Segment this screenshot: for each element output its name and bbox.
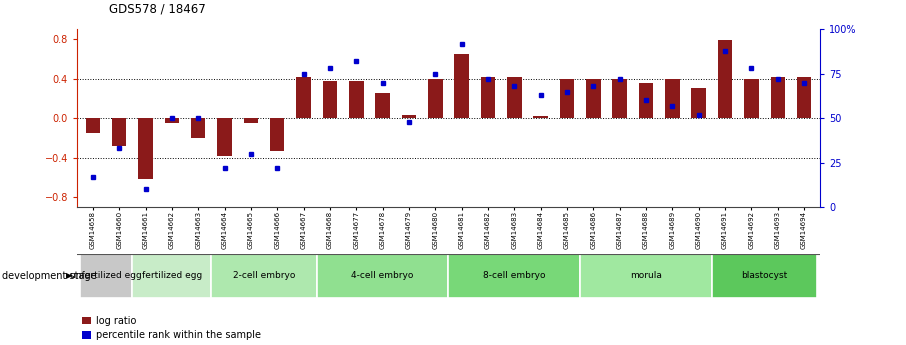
Bar xyxy=(82,317,91,324)
Bar xyxy=(191,118,206,138)
Text: 2-cell embryo: 2-cell embryo xyxy=(233,272,295,280)
Bar xyxy=(560,79,574,118)
Text: ▶: ▶ xyxy=(66,272,72,280)
Bar xyxy=(534,116,548,118)
Bar xyxy=(448,255,580,297)
Bar xyxy=(296,77,311,118)
Bar xyxy=(665,79,680,118)
Text: morula: morula xyxy=(630,272,662,280)
Bar xyxy=(317,255,448,297)
Bar xyxy=(797,77,812,118)
Bar xyxy=(85,118,100,133)
Bar xyxy=(244,118,258,123)
Bar xyxy=(712,255,817,297)
Text: log ratio: log ratio xyxy=(96,316,137,325)
Bar xyxy=(80,255,132,297)
Text: GDS578 / 18467: GDS578 / 18467 xyxy=(109,2,206,16)
Bar xyxy=(270,118,284,151)
Bar xyxy=(132,255,211,297)
Bar xyxy=(82,331,91,339)
Bar xyxy=(323,81,337,118)
Bar xyxy=(481,77,496,118)
Text: fertilized egg: fertilized egg xyxy=(141,272,202,280)
Text: 4-cell embryo: 4-cell embryo xyxy=(352,272,414,280)
Text: 8-cell embryo: 8-cell embryo xyxy=(483,272,545,280)
Bar xyxy=(507,77,522,118)
Text: percentile rank within the sample: percentile rank within the sample xyxy=(96,330,261,340)
Bar xyxy=(217,118,232,156)
Bar xyxy=(349,81,363,118)
Bar xyxy=(770,77,785,118)
Bar xyxy=(639,82,653,118)
Bar xyxy=(691,88,706,118)
Text: blastocyst: blastocyst xyxy=(741,272,787,280)
Bar xyxy=(165,118,179,123)
Bar xyxy=(744,79,758,118)
Bar xyxy=(580,255,712,297)
Text: development stage: development stage xyxy=(2,271,96,281)
Bar xyxy=(718,40,732,118)
Bar xyxy=(586,79,601,118)
Bar xyxy=(112,118,127,146)
Bar xyxy=(375,93,390,118)
Bar xyxy=(428,79,442,118)
Bar xyxy=(211,255,317,297)
Bar xyxy=(401,115,416,118)
Bar xyxy=(455,54,469,118)
Bar xyxy=(612,79,627,118)
Bar xyxy=(139,118,153,179)
Text: unfertilized egg: unfertilized egg xyxy=(70,272,142,280)
